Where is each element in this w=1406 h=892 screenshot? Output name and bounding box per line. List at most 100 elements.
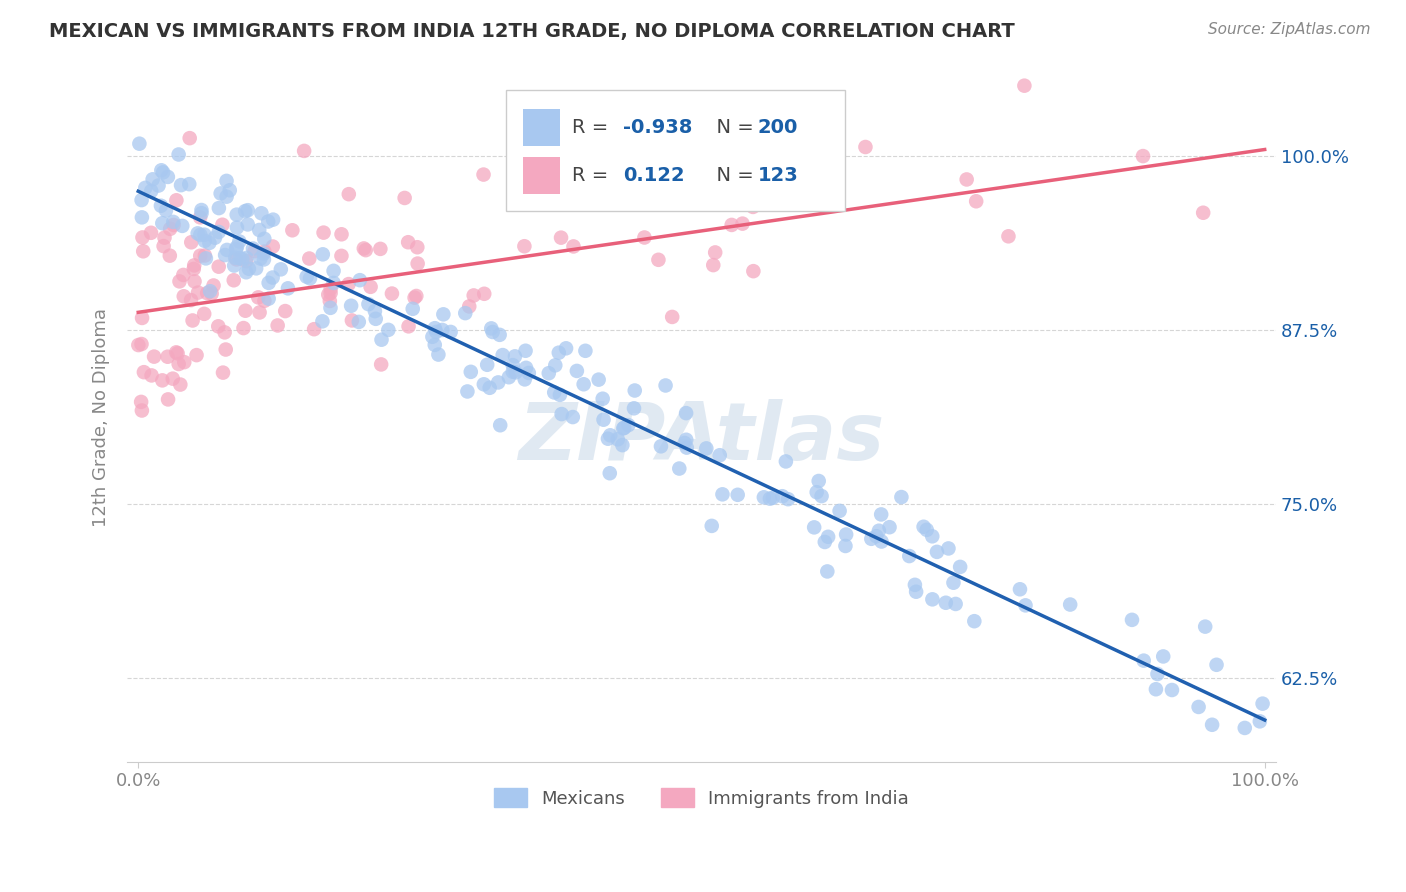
Point xyxy=(592,413,614,427)
Point xyxy=(675,433,697,447)
Point xyxy=(1161,683,1184,698)
Point xyxy=(588,373,610,387)
Point xyxy=(624,178,647,193)
Point xyxy=(711,487,734,501)
Point xyxy=(243,244,266,259)
Point xyxy=(1014,599,1036,613)
Point xyxy=(945,597,967,611)
Point xyxy=(190,227,212,242)
Point xyxy=(180,235,202,250)
Point xyxy=(225,240,247,254)
Point xyxy=(394,191,416,205)
Point xyxy=(661,310,683,324)
Point xyxy=(617,418,640,433)
Point xyxy=(228,235,250,249)
Text: 200: 200 xyxy=(758,119,799,137)
Point xyxy=(214,248,236,262)
Point xyxy=(226,220,249,235)
Point xyxy=(650,439,672,453)
Point xyxy=(515,360,537,375)
Point xyxy=(131,337,153,351)
Point xyxy=(427,347,450,361)
Point xyxy=(890,490,912,504)
Point xyxy=(898,549,921,563)
Point xyxy=(165,194,187,208)
Point xyxy=(253,246,276,260)
Point xyxy=(548,388,571,402)
Point xyxy=(478,381,501,395)
Point xyxy=(193,227,215,242)
Point xyxy=(149,199,172,213)
Point xyxy=(319,293,342,308)
Point xyxy=(198,235,221,250)
Point xyxy=(194,252,217,266)
Point xyxy=(139,226,162,240)
Point xyxy=(247,290,270,304)
Point xyxy=(1233,721,1256,735)
Point xyxy=(215,189,238,203)
Point xyxy=(194,248,217,262)
Point xyxy=(159,222,181,236)
Point xyxy=(193,307,215,321)
Point xyxy=(190,202,212,217)
Point xyxy=(364,311,387,326)
Point xyxy=(211,218,233,232)
Point xyxy=(865,529,887,543)
Point xyxy=(270,262,292,277)
Point xyxy=(179,131,201,145)
Point xyxy=(319,301,342,315)
Point xyxy=(720,218,742,232)
Point xyxy=(235,254,257,268)
Point xyxy=(405,289,427,303)
Point xyxy=(142,172,165,186)
Point xyxy=(250,206,273,220)
Point xyxy=(458,300,481,314)
Point xyxy=(208,260,231,274)
Point xyxy=(159,249,181,263)
Point xyxy=(709,448,731,462)
Point xyxy=(131,211,153,225)
Point xyxy=(249,305,271,319)
Point xyxy=(215,174,238,188)
Point xyxy=(599,428,621,442)
Y-axis label: 12th Grade, No Diploma: 12th Grade, No Diploma xyxy=(93,308,110,527)
Point xyxy=(132,365,155,379)
Point xyxy=(357,297,380,311)
Point xyxy=(360,280,382,294)
Point xyxy=(454,306,477,320)
Point xyxy=(156,350,179,364)
Point xyxy=(129,395,152,409)
Point xyxy=(1146,667,1168,681)
Point xyxy=(623,384,645,398)
Point xyxy=(503,349,526,363)
Point xyxy=(231,252,253,266)
Point xyxy=(1251,697,1274,711)
Point xyxy=(905,584,928,599)
Point xyxy=(398,319,420,334)
Point xyxy=(181,313,204,327)
Point xyxy=(222,273,245,287)
Point xyxy=(477,358,499,372)
Point xyxy=(422,330,444,344)
Point xyxy=(209,186,232,201)
Point xyxy=(599,467,621,481)
Point xyxy=(377,323,399,337)
Legend: Mexicans, Immigrants from India: Mexicans, Immigrants from India xyxy=(486,780,915,814)
Point xyxy=(502,358,524,372)
Point xyxy=(463,288,485,302)
Point xyxy=(364,304,387,318)
Point xyxy=(207,319,229,334)
Point xyxy=(183,258,205,272)
Point xyxy=(835,527,858,541)
Point xyxy=(439,325,461,339)
Point xyxy=(153,230,176,244)
Point xyxy=(370,333,392,347)
Point xyxy=(1205,657,1227,672)
Point xyxy=(505,365,527,379)
Point xyxy=(157,392,180,407)
Point xyxy=(956,172,979,186)
Point xyxy=(131,193,153,207)
Point xyxy=(337,277,360,291)
Point xyxy=(340,313,363,327)
Point xyxy=(247,223,270,237)
